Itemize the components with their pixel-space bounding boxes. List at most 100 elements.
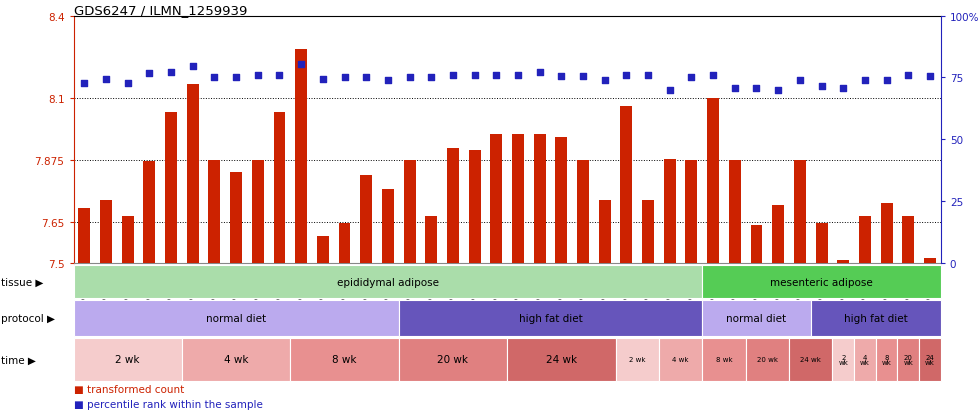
Point [380, 78, 396, 84]
Text: time ▶: time ▶ [1, 354, 36, 365]
Point [618, 72, 634, 79]
Bar [74, 266, 703, 299]
Bar [837, 261, 850, 263]
Text: 24
wk: 24 wk [925, 354, 935, 365]
Bar [74, 338, 182, 381]
Text: 24 wk: 24 wk [546, 354, 577, 365]
Text: 4 wk: 4 wk [672, 356, 689, 363]
Bar [100, 200, 112, 263]
Bar [659, 338, 703, 381]
Text: 8
wk: 8 wk [882, 354, 892, 365]
Point [164, 69, 179, 76]
Bar [898, 338, 919, 381]
Bar [746, 338, 789, 381]
Text: 20 wk: 20 wk [437, 354, 468, 365]
Point [792, 78, 808, 84]
Text: ■ transformed count: ■ transformed count [74, 384, 183, 394]
Point [511, 72, 526, 79]
Bar [876, 338, 898, 381]
Point [402, 75, 417, 81]
Bar [708, 99, 719, 263]
Bar [903, 217, 914, 263]
Point [207, 75, 222, 81]
Point [250, 72, 266, 79]
Text: 20
wk: 20 wk [904, 354, 913, 365]
Text: normal diet: normal diet [726, 313, 787, 323]
Bar [858, 217, 871, 263]
Bar [924, 258, 936, 263]
Bar [74, 301, 399, 336]
Point [749, 86, 764, 93]
Point [922, 74, 938, 80]
Bar [122, 217, 133, 263]
Text: 24 wk: 24 wk [801, 356, 821, 363]
Bar [512, 135, 524, 263]
Bar [729, 161, 741, 263]
Point [879, 78, 895, 84]
Bar [855, 338, 876, 381]
Bar [615, 338, 659, 381]
Bar [273, 113, 285, 263]
Bar [338, 224, 351, 263]
Point [835, 86, 851, 93]
Text: normal diet: normal diet [206, 313, 267, 323]
Bar [230, 173, 242, 263]
Bar [468, 151, 480, 263]
Text: mesenteric adipose: mesenteric adipose [770, 277, 873, 287]
Point [901, 72, 916, 79]
Point [337, 75, 353, 81]
Text: 2 wk: 2 wk [629, 356, 646, 363]
Bar [399, 338, 508, 381]
Bar [577, 161, 589, 263]
Bar [663, 159, 676, 263]
Bar [290, 338, 399, 381]
Point [293, 61, 309, 68]
Bar [404, 161, 416, 263]
Bar [182, 338, 290, 381]
Bar [881, 203, 893, 263]
Text: 20 wk: 20 wk [757, 356, 778, 363]
Bar [703, 301, 810, 336]
Point [228, 75, 244, 81]
Text: protocol ▶: protocol ▶ [1, 313, 55, 323]
Point [445, 72, 461, 79]
Point [76, 81, 92, 87]
Point [706, 72, 721, 79]
Text: 8 wk: 8 wk [715, 356, 732, 363]
Point [662, 87, 677, 94]
Bar [685, 161, 698, 263]
Point [532, 69, 548, 76]
Text: 8 wk: 8 wk [332, 354, 357, 365]
Bar [78, 209, 90, 263]
Bar [447, 148, 459, 263]
Text: epididymal adipose: epididymal adipose [337, 277, 439, 287]
Bar [751, 225, 762, 263]
Bar [810, 301, 941, 336]
Point [554, 74, 569, 80]
Bar [361, 176, 372, 263]
Point [120, 81, 135, 87]
Bar [382, 190, 394, 263]
Point [858, 78, 873, 84]
Point [488, 72, 504, 79]
Bar [794, 161, 806, 263]
Text: high fat diet: high fat diet [518, 313, 582, 323]
Text: high fat diet: high fat diet [844, 313, 907, 323]
Bar [317, 236, 329, 263]
Bar [815, 224, 827, 263]
Bar [209, 161, 221, 263]
Point [770, 87, 786, 94]
Bar [295, 50, 307, 263]
Point [466, 72, 482, 79]
Point [640, 72, 656, 79]
Bar [919, 338, 941, 381]
Point [727, 86, 743, 93]
Bar [599, 200, 611, 263]
Bar [252, 161, 264, 263]
Bar [165, 113, 177, 263]
Bar [143, 162, 156, 263]
Bar [534, 135, 546, 263]
Bar [789, 338, 832, 381]
Bar [703, 266, 941, 299]
Text: GDS6247 / ILMN_1259939: GDS6247 / ILMN_1259939 [74, 4, 247, 17]
